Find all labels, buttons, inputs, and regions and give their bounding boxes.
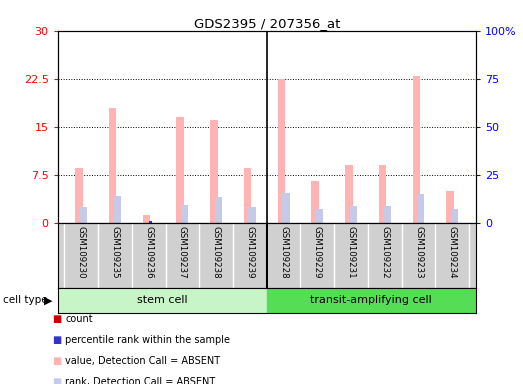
Text: count: count [65, 314, 93, 324]
Bar [244, 168, 252, 223]
Bar [143, 215, 150, 223]
Bar [413, 76, 420, 223]
Bar [447, 191, 454, 223]
Text: GSM109231: GSM109231 [347, 226, 356, 279]
Text: GSM109228: GSM109228 [279, 226, 288, 279]
Bar [417, 194, 425, 223]
Bar [383, 207, 391, 223]
Text: GSM109233: GSM109233 [414, 226, 423, 279]
Bar [349, 207, 357, 223]
Bar [316, 209, 323, 223]
Bar [248, 207, 256, 223]
Bar [451, 209, 458, 223]
Text: GSM109236: GSM109236 [144, 226, 153, 279]
Bar [176, 117, 184, 223]
Bar [311, 181, 319, 223]
Text: GSM109237: GSM109237 [178, 226, 187, 279]
Bar [282, 193, 290, 223]
Text: GSM109232: GSM109232 [380, 226, 389, 279]
Bar [79, 207, 87, 223]
Text: rank, Detection Call = ABSENT: rank, Detection Call = ABSENT [65, 377, 215, 384]
Bar [379, 165, 386, 223]
Text: GSM109235: GSM109235 [110, 226, 119, 279]
Text: GSM109234: GSM109234 [448, 226, 457, 279]
Bar [75, 168, 83, 223]
Text: percentile rank within the sample: percentile rank within the sample [65, 335, 230, 345]
Bar [113, 196, 121, 223]
Text: ■: ■ [52, 314, 62, 324]
Text: GSM109230: GSM109230 [77, 226, 86, 279]
Text: GSM109239: GSM109239 [245, 226, 254, 278]
Text: cell type: cell type [3, 295, 47, 306]
Text: GSM109238: GSM109238 [212, 226, 221, 279]
Bar [214, 197, 222, 223]
Bar [278, 79, 285, 223]
Bar [181, 205, 188, 223]
Text: GSM109229: GSM109229 [313, 226, 322, 278]
Text: ■: ■ [52, 335, 62, 345]
Text: ■: ■ [52, 377, 62, 384]
Text: value, Detection Call = ABSENT: value, Detection Call = ABSENT [65, 356, 221, 366]
Bar [345, 165, 353, 223]
Text: transit-amplifying cell: transit-amplifying cell [311, 295, 432, 306]
Text: ■: ■ [52, 356, 62, 366]
Text: stem cell: stem cell [137, 295, 187, 306]
Text: ▶: ▶ [44, 295, 53, 306]
Bar [109, 108, 117, 223]
Bar [58, 288, 267, 313]
Bar [267, 288, 476, 313]
Bar [210, 120, 218, 223]
Title: GDS2395 / 207356_at: GDS2395 / 207356_at [194, 17, 340, 30]
Bar [150, 221, 152, 223]
